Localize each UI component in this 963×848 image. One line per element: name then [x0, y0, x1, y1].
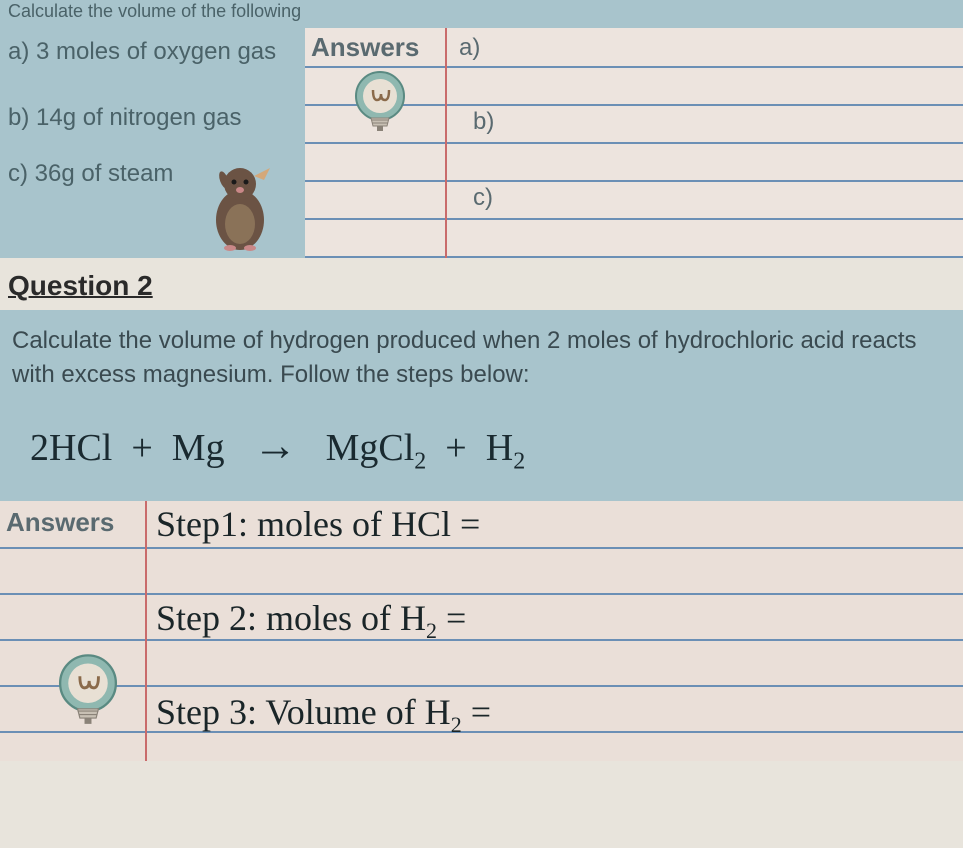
eq-lhs1: 2HCl	[30, 427, 112, 469]
lightbulb-icon	[349, 70, 411, 144]
question1-prompts: a) 3 moles of oxygen gas b) 14g of nitro…	[0, 28, 305, 258]
question1-row: a) 3 moles of oxygen gas b) 14g of nitro…	[0, 28, 963, 258]
eq-rhs1-sub: 2	[414, 449, 426, 475]
top-instruction-strip: Calculate the volume of the following	[0, 0, 963, 28]
step3-text: Step 3: Volume of H2 =	[156, 691, 491, 738]
eq-arrow: →	[253, 421, 297, 470]
eq-plus1: +	[131, 427, 152, 469]
answers2-area: Answers Step1: moles of HCl = Step 2: mo…	[0, 501, 963, 761]
step3-sub: 2	[451, 713, 462, 738]
eq-rhs1: MgCl	[326, 427, 415, 469]
q1-item-a: a) 3 moles of oxygen gas	[8, 38, 297, 66]
question2-text: Calculate the volume of hydrogen produce…	[12, 324, 951, 391]
eq-rhs2-sub: 2	[513, 449, 525, 475]
answers1-area: Answers a) b) c)	[305, 28, 963, 258]
answers1-c: c)	[473, 184, 493, 212]
mole-icon	[206, 162, 274, 252]
eq-rhs2: H	[486, 427, 513, 469]
answers1-label: Answers	[311, 32, 419, 63]
step2-post: =	[437, 598, 466, 638]
answers2-label: Answers	[6, 507, 114, 538]
q1-item-b: b) 14g of nitrogen gas	[8, 104, 297, 132]
step3-pre: Step 3: Volume of H	[156, 692, 451, 732]
step2-pre: Step 2: moles of H	[156, 598, 426, 638]
equation: 2HCl + Mg → MgCl2 + H2	[12, 415, 951, 479]
step2-sub: 2	[426, 619, 437, 644]
lightbulb-icon-2	[52, 653, 124, 739]
step2-text: Step 2: moles of H2 =	[156, 597, 466, 644]
eq-lhs2: Mg	[172, 427, 225, 469]
question2-box: Calculate the volume of hydrogen produce…	[0, 310, 963, 501]
eq-plus2: +	[445, 427, 466, 469]
answers1-a: a)	[459, 34, 480, 62]
question2-title: Question 2	[0, 258, 963, 310]
answers1-b: b)	[473, 108, 494, 136]
step1-text: Step1: moles of HCl =	[156, 503, 480, 545]
step3-post: =	[462, 692, 491, 732]
